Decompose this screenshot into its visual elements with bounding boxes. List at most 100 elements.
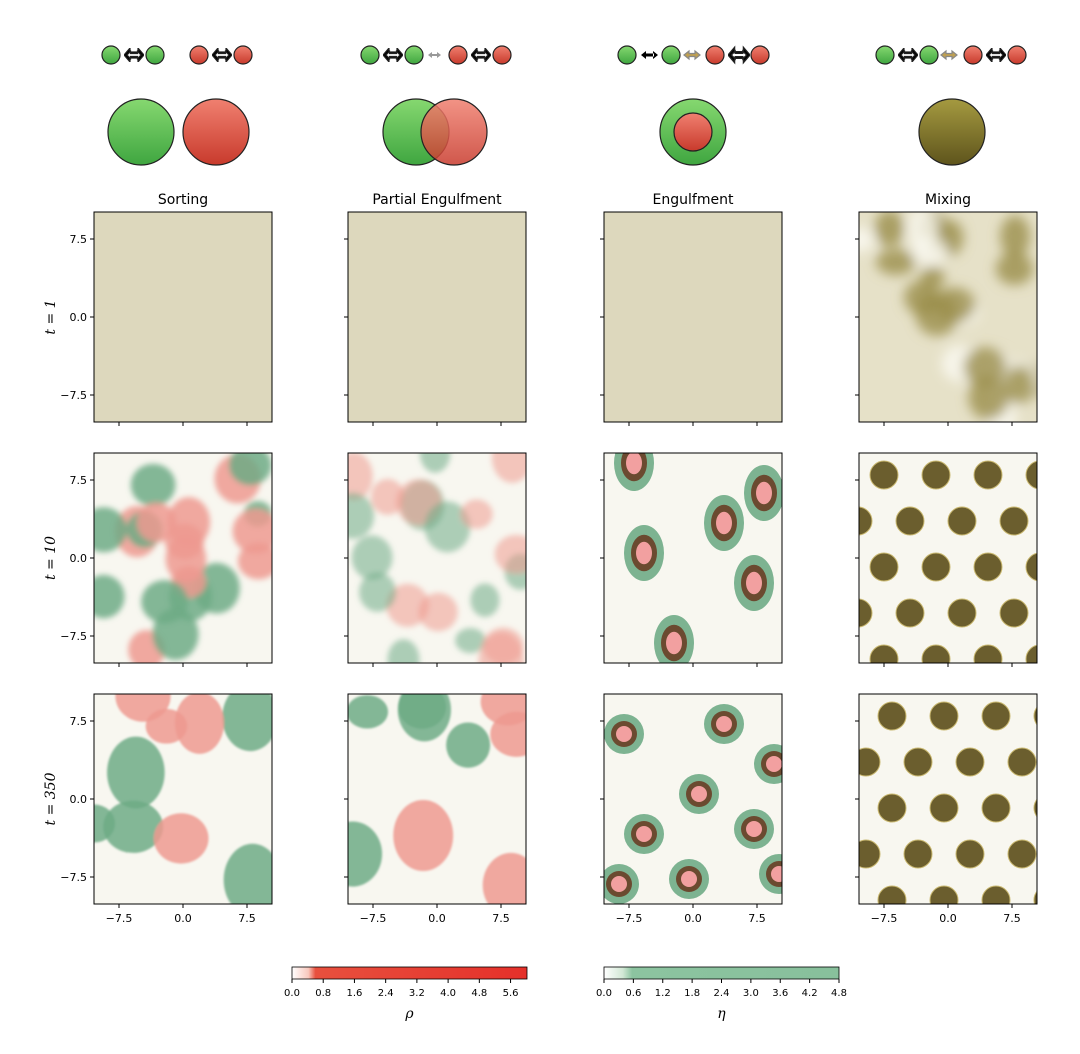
- colorbar: [291, 966, 528, 980]
- blob: [419, 453, 451, 473]
- droplet: [1052, 507, 1080, 535]
- droplet: [999, 598, 1029, 628]
- droplet: [903, 747, 933, 777]
- x-tick-label: 0.0: [939, 912, 957, 925]
- blob: [103, 800, 164, 853]
- y-tick-label: 7.5: [70, 233, 88, 246]
- droplet: [1025, 644, 1037, 663]
- center: [746, 571, 762, 595]
- droplet: [921, 644, 951, 663]
- blob: [995, 252, 1034, 286]
- row-label: t = 10: [43, 536, 59, 580]
- colorbar-tick-label: 1.6: [346, 988, 362, 999]
- colorbar-tick-label: 0.0: [284, 988, 300, 999]
- panel: [94, 453, 272, 663]
- droplet: [921, 552, 951, 582]
- y-tick-label: −7.5: [60, 389, 87, 402]
- column-title: Sorting: [158, 192, 208, 208]
- droplet: [947, 598, 977, 628]
- colorbar-tick-label: 4.8: [831, 988, 847, 999]
- colorbar-tick-label: 4.0: [440, 988, 456, 999]
- colorbar-tick-label: 3.0: [743, 988, 759, 999]
- center: [636, 826, 652, 842]
- center: [636, 541, 652, 565]
- droplet: [1060, 748, 1080, 776]
- panel: [604, 694, 782, 904]
- colorbar-label: η: [717, 1006, 726, 1022]
- blob: [460, 499, 493, 529]
- x-tick-label: 7.5: [492, 912, 510, 925]
- blob: [859, 227, 876, 252]
- center: [756, 481, 772, 505]
- colorbar-tick-label: 2.4: [714, 988, 730, 999]
- y-tick-label: 0.0: [70, 311, 88, 324]
- blob: [223, 843, 272, 904]
- center: [611, 876, 627, 892]
- colorbar-tick-label: 0.6: [625, 988, 641, 999]
- blob: [1000, 215, 1031, 258]
- blob: [237, 542, 272, 580]
- blob: [359, 572, 397, 612]
- blob: [348, 695, 389, 729]
- panel: [859, 694, 1080, 904]
- x-tick-label: −7.5: [616, 912, 643, 925]
- column-title: Engulfment: [653, 192, 734, 208]
- colorbar-tick-label: 4.8: [471, 988, 487, 999]
- row-label: t = 1: [43, 299, 59, 334]
- blob: [232, 508, 272, 554]
- blob: [963, 347, 1007, 387]
- droplet: [929, 701, 959, 731]
- panel: [94, 212, 272, 422]
- droplet: [869, 644, 899, 663]
- droplet: [981, 701, 1011, 731]
- colorbar-tick-label: 0.8: [315, 988, 331, 999]
- droplet: [877, 793, 907, 823]
- center: [626, 453, 642, 475]
- panel: [348, 212, 526, 422]
- blobs: [348, 694, 526, 904]
- blob: [228, 453, 272, 486]
- x-tick-label: 7.5: [748, 912, 766, 925]
- droplet: [869, 552, 899, 582]
- schematics: [101, 45, 1027, 166]
- blob: [136, 502, 177, 543]
- blob: [107, 736, 165, 809]
- blob: [393, 799, 454, 872]
- droplet: [973, 460, 1003, 490]
- droplet: [1025, 460, 1037, 490]
- colorbar-tick-label: 1.2: [655, 988, 671, 999]
- droplet: [1052, 599, 1080, 627]
- blob: [874, 212, 905, 247]
- center: [716, 716, 732, 732]
- droplet: [1033, 890, 1037, 904]
- colorbar-tick-label: 3.2: [409, 988, 425, 999]
- droplet: [1033, 798, 1037, 818]
- droplet: [859, 598, 873, 628]
- x-tick-label: −7.5: [871, 912, 898, 925]
- colorbar-tick-label: 1.8: [684, 988, 700, 999]
- row-label: t = 350: [43, 772, 59, 825]
- droplet: [895, 506, 925, 536]
- blob: [115, 694, 171, 722]
- blob: [193, 562, 240, 614]
- blob: [482, 852, 526, 904]
- y-tick-label: 0.0: [70, 552, 88, 565]
- panel-bg: [94, 212, 272, 422]
- droplet: [999, 506, 1029, 536]
- y-tick-label: −7.5: [60, 630, 87, 643]
- blob: [222, 694, 272, 752]
- panel-bg: [604, 212, 782, 422]
- colorbar-tick-label: 0.0: [596, 988, 612, 999]
- droplet: [859, 839, 881, 869]
- blob: [386, 583, 429, 627]
- blob: [387, 639, 420, 663]
- column-title: Mixing: [925, 192, 971, 208]
- panel: [604, 212, 782, 422]
- blob: [370, 478, 405, 515]
- blob: [130, 463, 176, 507]
- panel: [348, 694, 526, 904]
- y-tick-label: 0.0: [70, 793, 88, 806]
- blob: [933, 287, 976, 323]
- blob: [490, 711, 526, 757]
- blob: [398, 694, 447, 729]
